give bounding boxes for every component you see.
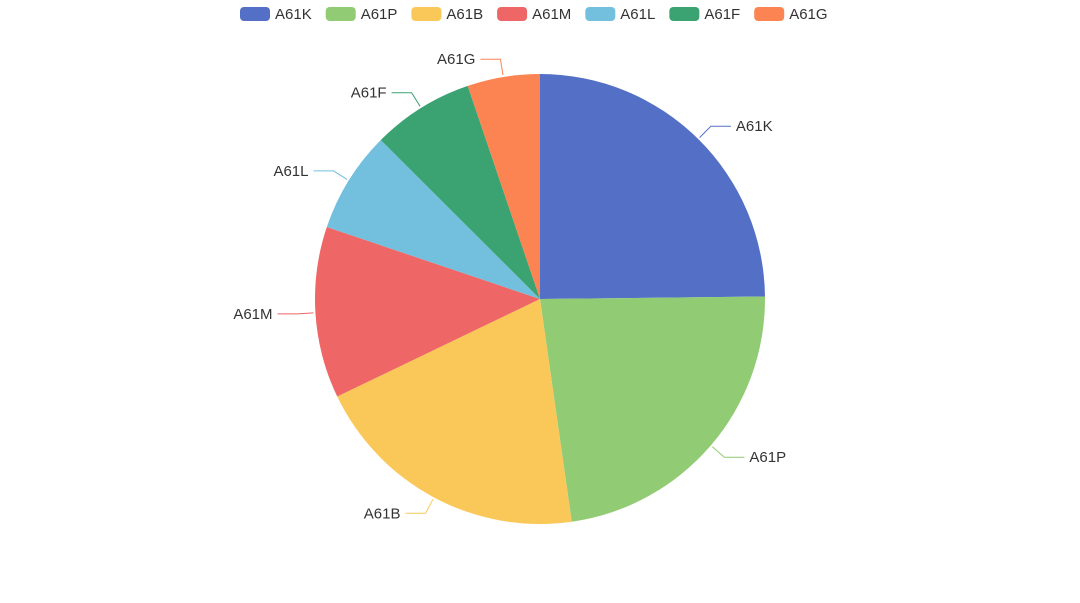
pie-slice-a61k[interactable] — [540, 74, 765, 299]
pie-slice-a61m[interactable] — [314, 227, 540, 397]
slice-label-a61g: A61G — [437, 51, 475, 68]
legend-swatch — [754, 7, 785, 21]
legend-label: A61B — [446, 6, 483, 23]
legend-swatch — [240, 7, 270, 21]
slice-label-a61m: A61M — [233, 306, 272, 323]
leader-line-a61g — [480, 58, 504, 76]
pie-slice-a61f[interactable] — [380, 85, 540, 300]
pie-slice-a61p[interactable] — [540, 296, 766, 522]
leader-line-a61f — [391, 92, 421, 107]
legend-label: A61P — [361, 6, 398, 23]
legend-item-a61f[interactable]: A61F — [669, 6, 740, 23]
legend-swatch — [411, 7, 442, 21]
legend-swatch — [325, 7, 356, 21]
slice-label-a61k: A61K — [736, 118, 773, 135]
leader-line-a61l — [313, 170, 348, 180]
legend-label: A61K — [275, 6, 312, 23]
legend-label: A61M — [532, 6, 571, 23]
legend-item-a61k[interactable]: A61K — [240, 6, 312, 23]
legend: A61K A61P A61B A61M A61L A61F A61G — [240, 6, 828, 23]
legend-item-a61p[interactable]: A61P — [325, 6, 398, 23]
legend-swatch — [585, 7, 616, 21]
slice-labels: A61K A61P A61B A61M A61L A61F A61G — [233, 51, 786, 522]
legend-item-a61l[interactable]: A61L — [585, 6, 655, 23]
pie-slices — [314, 74, 766, 524]
legend-label: A61F — [704, 6, 740, 23]
leader-line-a61m — [277, 312, 314, 315]
slice-label-a61f: A61F — [351, 85, 387, 102]
leader-line-a61p — [711, 446, 745, 458]
pie-slice-a61l[interactable] — [326, 140, 540, 299]
slice-label-a61l: A61L — [273, 163, 308, 180]
slice-label-a61b: A61B — [364, 505, 401, 522]
legend-item-a61g[interactable]: A61G — [754, 6, 828, 23]
leader-line-a61b — [405, 498, 434, 514]
legend-label: A61L — [620, 6, 655, 23]
legend-item-a61b[interactable]: A61B — [411, 6, 483, 23]
leader-line-a61k — [699, 125, 731, 138]
pie-slice-a61g[interactable] — [467, 74, 540, 299]
legend-item-a61m[interactable]: A61M — [497, 6, 571, 23]
legend-swatch — [669, 7, 700, 21]
slice-label-a61p: A61P — [749, 449, 786, 466]
legend-label: A61G — [789, 6, 827, 23]
legend-swatch — [497, 7, 528, 21]
pie-slice-a61b[interactable] — [337, 299, 572, 524]
